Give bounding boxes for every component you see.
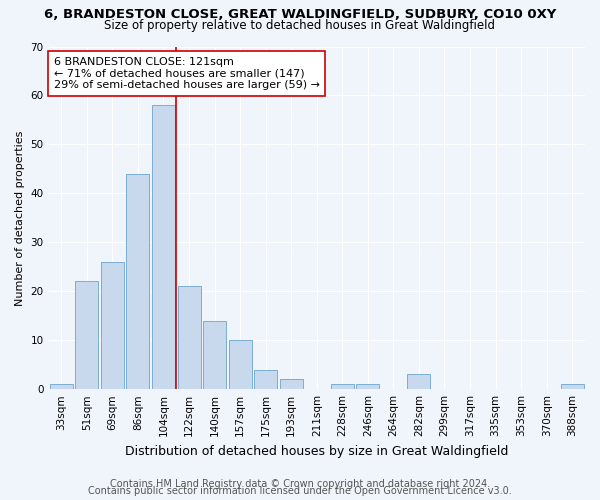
Bar bbox=[50, 384, 73, 389]
Y-axis label: Number of detached properties: Number of detached properties bbox=[15, 130, 25, 306]
Text: 6, BRANDESTON CLOSE, GREAT WALDINGFIELD, SUDBURY, CO10 0XY: 6, BRANDESTON CLOSE, GREAT WALDINGFIELD,… bbox=[44, 8, 556, 20]
Bar bbox=[152, 105, 175, 389]
Text: 6 BRANDESTON CLOSE: 121sqm
← 71% of detached houses are smaller (147)
29% of sem: 6 BRANDESTON CLOSE: 121sqm ← 71% of deta… bbox=[54, 57, 320, 90]
Bar bbox=[101, 262, 124, 389]
Bar bbox=[203, 320, 226, 389]
Bar bbox=[76, 282, 98, 389]
Bar bbox=[254, 370, 277, 389]
Bar bbox=[331, 384, 354, 389]
Bar bbox=[280, 380, 303, 389]
Text: Size of property relative to detached houses in Great Waldingfield: Size of property relative to detached ho… bbox=[104, 18, 496, 32]
Bar bbox=[127, 174, 149, 389]
Bar bbox=[178, 286, 200, 389]
Bar bbox=[356, 384, 379, 389]
X-axis label: Distribution of detached houses by size in Great Waldingfield: Distribution of detached houses by size … bbox=[125, 444, 508, 458]
Bar bbox=[229, 340, 251, 389]
Text: Contains public sector information licensed under the Open Government Licence v3: Contains public sector information licen… bbox=[88, 486, 512, 496]
Bar bbox=[407, 374, 430, 389]
Text: Contains HM Land Registry data © Crown copyright and database right 2024.: Contains HM Land Registry data © Crown c… bbox=[110, 479, 490, 489]
Bar bbox=[561, 384, 584, 389]
